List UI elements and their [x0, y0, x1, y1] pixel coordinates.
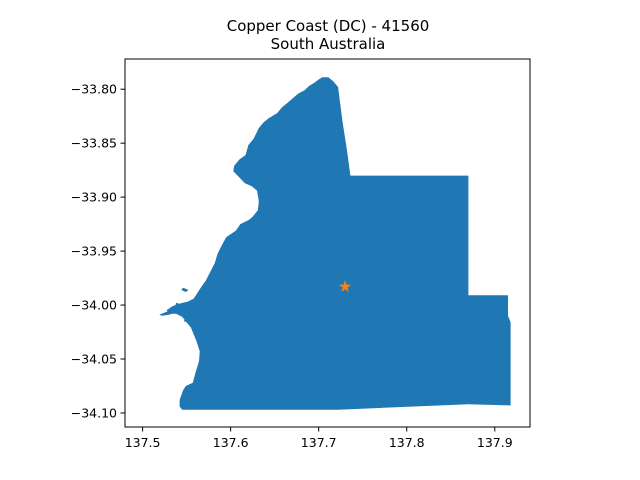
marker-layer [338, 280, 352, 292]
x-tick-label: 137.6 [213, 435, 249, 450]
y-tick-label: −33.80 [71, 82, 117, 97]
y-axis: −33.80 −33.85 −33.90 −33.95 −34.00 −34.05 −34.… [71, 82, 125, 420]
axes-frame [124, 58, 531, 428]
y-tick-label: −33.90 [71, 190, 117, 205]
x-axis: 137.5 137.6 137.7 137.8 137.9 [125, 427, 513, 450]
x-tick-label: 137.9 [477, 435, 513, 450]
y-tick-label: −33.95 [71, 244, 117, 259]
x-tick-label: 137.5 [125, 435, 161, 450]
y-tick-label: −34.10 [71, 405, 117, 420]
x-tick-label: 137.8 [389, 435, 425, 450]
y-tick-label: −33.85 [71, 136, 117, 151]
district-boundary [166, 77, 511, 410]
region-shapes [159, 77, 511, 410]
island-shape [175, 302, 181, 308]
x-tick-label: 137.7 [301, 435, 337, 450]
island-shape [184, 318, 188, 323]
map-plot-area [159, 77, 511, 410]
y-tick-label: −34.00 [71, 298, 117, 313]
island-shape [181, 287, 189, 293]
title-line-2: South Australia [271, 35, 386, 53]
star-marker [338, 280, 352, 292]
title-line-1: Copper Coast (DC) - 41560 [227, 17, 430, 35]
island-shape [159, 309, 176, 316]
y-tick-label: −34.05 [71, 352, 117, 367]
